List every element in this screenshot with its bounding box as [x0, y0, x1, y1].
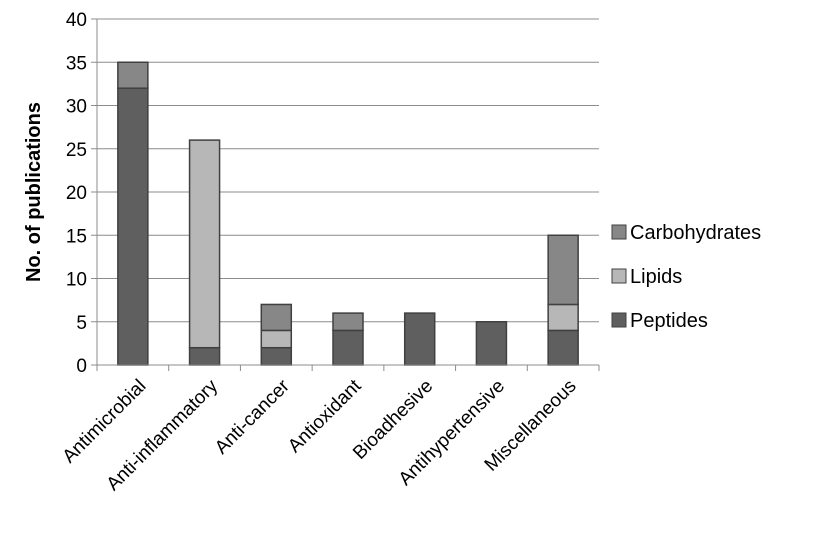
y-tick-label: 10 — [66, 270, 87, 291]
legend-label: Carbohydrates — [630, 222, 761, 244]
y-tick-label: 5 — [76, 313, 87, 334]
y-tick-label: 15 — [66, 226, 87, 247]
legend-label: Peptides — [630, 310, 708, 332]
legend-swatch — [611, 312, 627, 328]
bar-segment-carbohydrates — [117, 61, 149, 89]
bar-segment-carbohydrates — [260, 303, 293, 332]
bar-segment-lipids — [260, 329, 293, 349]
bar-segment-peptides — [475, 321, 508, 366]
bar-segment-carbohydrates — [332, 312, 364, 332]
gridlines — [97, 18, 599, 323]
legend-label: Lipids — [630, 266, 682, 288]
bar-segment-peptides — [117, 87, 149, 366]
legend-swatch — [611, 268, 627, 284]
y-tick-label: 0 — [76, 356, 87, 377]
bar-segment-peptides — [260, 346, 293, 366]
bars — [117, 61, 579, 366]
y-tick-label: 30 — [66, 97, 87, 118]
legend: Carbohydrates Lipids Peptides — [611, 222, 761, 332]
x-tick-labels: AntimicrobialAnti-inflammatoryAnti-cance… — [59, 375, 581, 495]
bar-segment-peptides — [547, 329, 579, 366]
y-tick-label: 25 — [66, 140, 87, 161]
y-tick-label: 20 — [66, 183, 87, 204]
y-axis-label: No. of publications — [23, 102, 45, 282]
axes — [91, 18, 600, 371]
bar-segment-lipids — [547, 303, 579, 332]
bar-segment-peptides — [188, 346, 221, 366]
bar-segment-lipids — [188, 139, 221, 349]
legend-swatch — [611, 224, 627, 240]
bar-segment-peptides — [332, 329, 364, 366]
bar-segment-peptides — [403, 312, 436, 366]
y-tick-label: 40 — [66, 10, 87, 31]
y-tick-label: 35 — [66, 53, 87, 74]
x-tick-label: Anti-cancer — [211, 375, 294, 458]
y-tick-labels: 0 5 10 15 20 25 30 35 40 — [66, 10, 87, 377]
bar-segment-carbohydrates — [547, 234, 579, 306]
